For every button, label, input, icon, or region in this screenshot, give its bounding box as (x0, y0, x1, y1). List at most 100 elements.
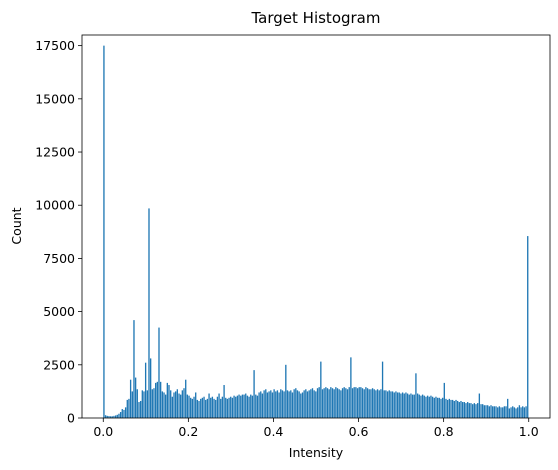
histogram-bar (106, 415, 108, 418)
histogram-bar (366, 388, 369, 418)
histogram-bar (235, 396, 237, 418)
histogram-bar (248, 396, 250, 418)
histogram-bar (300, 393, 302, 418)
histogram-bar (310, 389, 312, 418)
y-axis-ticks: 0 2500 5000 7500 10000 12500 15000 17500 (35, 38, 82, 426)
histogram-bar (243, 394, 245, 418)
histogram-bar (129, 379, 132, 418)
x-tick-label: 0.2 (178, 424, 198, 439)
histogram-bar (278, 392, 280, 418)
histogram-bar (288, 391, 290, 418)
histogram-bar (170, 390, 172, 418)
histogram-bar (386, 391, 389, 418)
histogram-bar (255, 394, 257, 418)
histogram-bar (381, 361, 384, 418)
histogram-bar (508, 408, 511, 418)
x-tick-label: 1.0 (519, 424, 539, 439)
histogram-bar (421, 394, 424, 418)
histogram-bar (286, 390, 289, 418)
histogram-bar (183, 388, 185, 418)
histogram-bar (276, 390, 279, 418)
histogram-bar (210, 397, 212, 418)
histogram-bar (441, 397, 444, 418)
histogram-bar (295, 388, 297, 418)
histogram-bar (340, 390, 342, 418)
histogram-bar (215, 399, 217, 418)
histogram-bar (198, 400, 200, 418)
histogram-bar (478, 393, 481, 418)
x-tick-label: 0.0 (93, 424, 113, 439)
histogram-bar (351, 388, 354, 418)
histogram-bar (435, 396, 437, 418)
histogram-bar (500, 407, 502, 418)
x-tick-label: 0.6 (349, 424, 369, 439)
histogram-bar (236, 395, 239, 418)
histogram-bar (114, 415, 117, 418)
histogram-bar (398, 392, 400, 418)
histogram-bar (517, 407, 519, 418)
histogram-bar (375, 390, 377, 418)
histogram-bar (346, 389, 349, 418)
histogram-bar (523, 407, 526, 418)
histogram-bar (461, 402, 464, 418)
histogram-bar (206, 398, 209, 418)
histogram-bar (400, 393, 402, 418)
histogram-bar (426, 395, 429, 418)
histogram-bar (116, 414, 118, 418)
histogram-bar (448, 398, 450, 418)
histogram-bar (281, 390, 284, 418)
histogram-bar (318, 387, 320, 418)
histogram-bar (527, 236, 529, 418)
histogram-bar (216, 396, 219, 418)
histogram-bar (151, 389, 153, 418)
histogram-bar (126, 399, 128, 418)
histogram-bar (263, 390, 265, 418)
histogram-bar (463, 402, 466, 418)
histogram-bar (315, 391, 317, 418)
x-axis-ticks: 0.0 0.2 0.4 0.6 0.8 1.0 (93, 418, 539, 439)
histogram-bar (165, 394, 167, 418)
histogram-bar (390, 391, 392, 418)
histogram-bar (328, 389, 330, 418)
histogram-bar (181, 390, 184, 418)
histogram-bar (246, 395, 249, 418)
histogram-bar (458, 402, 460, 418)
histogram-bar (124, 407, 127, 418)
histogram-bar (301, 392, 304, 418)
histogram-bar (270, 390, 272, 418)
histogram-bar (109, 416, 112, 418)
histogram-bar (487, 405, 489, 418)
histogram-bar (158, 327, 160, 418)
histogram-bar (438, 397, 440, 418)
histogram-bar (428, 396, 430, 418)
histogram-bar (492, 406, 494, 418)
histogram-bar (343, 387, 345, 418)
histogram-bar (261, 393, 264, 418)
histogram-bar (251, 395, 254, 418)
histogram-bar (141, 390, 143, 418)
histogram-bar (333, 389, 335, 418)
histogram-bar (460, 400, 462, 418)
histogram-bar (175, 391, 177, 418)
x-tick-label: 0.8 (434, 424, 454, 439)
histogram-bar (245, 393, 247, 418)
histogram-bar (186, 394, 189, 418)
histogram-bar (103, 45, 105, 418)
histogram-bar (420, 395, 422, 418)
histogram-bar (451, 399, 454, 418)
histogram-bar (497, 407, 499, 418)
histogram-bar (391, 391, 394, 418)
x-tick-label: 0.4 (264, 424, 284, 439)
histogram-bar (323, 388, 325, 418)
histogram-bar (411, 394, 414, 418)
histogram-bar (330, 387, 332, 418)
histogram-bar (159, 381, 162, 418)
histogram-bar (223, 385, 225, 418)
histogram-bar (293, 389, 295, 418)
histogram-bar (365, 387, 367, 418)
histogram-bar (455, 399, 457, 418)
histogram-bar (472, 404, 474, 418)
histogram-bar (201, 397, 204, 418)
histogram-bar (363, 389, 365, 418)
histogram-bar (466, 402, 469, 418)
